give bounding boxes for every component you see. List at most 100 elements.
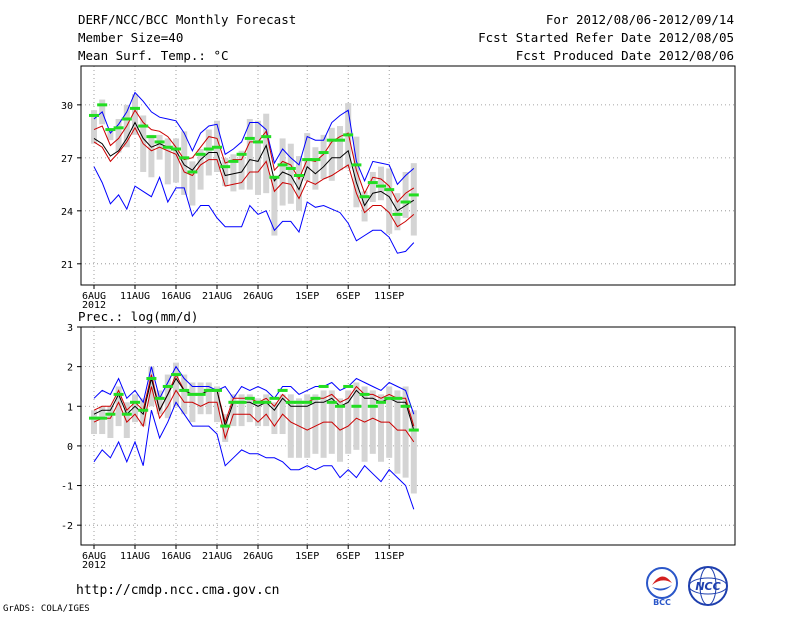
bcc-logo-text: BCC (653, 598, 671, 607)
range-box (238, 394, 245, 427)
range-box (320, 390, 327, 458)
range-box (287, 143, 294, 204)
range-box (410, 410, 417, 494)
range-box (394, 390, 401, 474)
range-box (320, 134, 327, 180)
range-box (107, 406, 114, 438)
x-tick-label: 6AUG (82, 291, 106, 302)
range-box (115, 386, 122, 427)
range-box (181, 131, 188, 195)
series-line-p10 (93, 386, 415, 443)
range-box (263, 394, 270, 427)
range-box (148, 134, 155, 178)
x-tick-label: 6SEP (336, 551, 360, 562)
range-box (312, 394, 319, 454)
range-box (361, 191, 368, 222)
forecast-period: For 2012/08/06-2012/09/14 (545, 12, 734, 27)
range-box (181, 374, 188, 415)
y-tick-label: 30 (61, 101, 73, 112)
range-box (369, 171, 376, 202)
x-tick-label: 26AUG (243, 291, 273, 302)
range-box (132, 394, 138, 423)
range-box (197, 149, 204, 190)
plot-frame (80, 65, 736, 286)
chart-title: DERF/NCC/BCC Monthly Forecast (78, 12, 297, 27)
range-box (99, 406, 106, 435)
range-box (255, 120, 261, 195)
y-tick-label: 21 (61, 260, 73, 271)
series-line-max (93, 365, 415, 415)
range-box (271, 402, 278, 435)
series-line-p10 (93, 126, 415, 228)
range-box (328, 127, 335, 181)
range-box (238, 150, 245, 190)
y-tick-label: 1 (67, 402, 73, 413)
range-box (91, 110, 97, 144)
range-box (255, 398, 261, 427)
range-box (173, 362, 179, 407)
x-tick-label: 1SEP (295, 291, 319, 302)
range-box (353, 136, 360, 208)
x-tick-label: 21AUG (202, 551, 232, 562)
range-box (394, 193, 401, 231)
range-box (123, 402, 130, 438)
x-tick-label: 11SEP (374, 551, 404, 562)
series-line-p90 (93, 373, 415, 427)
y-tick-label: -1 (61, 482, 73, 493)
range-box (222, 414, 229, 442)
x-tick-label: 16AUG (161, 291, 191, 302)
range-box (296, 398, 302, 458)
y-tick-label: -2 (61, 521, 73, 532)
range-box (402, 171, 409, 218)
series-line-max (93, 91, 415, 186)
produced-date: Fcst Produced Date 2012/08/06 (515, 48, 734, 63)
x-tick-label: 11AUG (120, 551, 150, 562)
series-line-min (93, 166, 415, 254)
footer-url[interactable]: http://cmdp.ncc.cma.gov.cn (76, 583, 280, 598)
y-tick-label: 0 (67, 442, 73, 453)
x-tick-year: 2012 (82, 300, 106, 311)
range-box (378, 394, 384, 462)
x-tick-label: 11AUG (120, 291, 150, 302)
range-box (287, 394, 294, 458)
y-tick-label: 27 (61, 154, 73, 165)
range-box (410, 163, 417, 236)
range-box (369, 390, 376, 454)
x-tick-label: 16AUG (161, 551, 191, 562)
range-box (378, 166, 384, 201)
range-box (246, 118, 253, 190)
x-tick-year: 2012 (82, 560, 106, 571)
range-box (345, 390, 352, 454)
member-size: Member Size=40 (78, 30, 184, 45)
x-tick-label: 1SEP (295, 551, 319, 562)
grads-credit: GrADS: COLA/IGES (3, 604, 90, 614)
range-box (230, 394, 237, 427)
x-tick-label: 11SEP (374, 291, 404, 302)
range-box (205, 382, 212, 415)
series-line-mean (93, 121, 415, 212)
range-box (189, 161, 196, 206)
ncc-logo: NCC (688, 566, 728, 606)
range-box (197, 382, 204, 415)
range-box (296, 156, 302, 211)
bcc-logo: BCC (646, 567, 678, 607)
range-box (361, 386, 368, 462)
started-date: Fcst Started Refer Date 2012/08/05 (478, 30, 734, 45)
ncc-logo-text: NCC (695, 580, 720, 593)
x-tick-label: 6AUG (82, 551, 106, 562)
series-line-min (93, 401, 415, 510)
y-tick-label: 24 (61, 207, 73, 218)
range-box (156, 390, 163, 415)
range-box (263, 113, 270, 194)
range-box (353, 382, 360, 450)
range-box (164, 374, 171, 419)
y-tick-label: 2 (67, 363, 73, 374)
range-box (91, 410, 97, 435)
range-box (271, 177, 278, 236)
precip-panel-title: Prec.: log(mm/d) (78, 309, 199, 324)
range-box (173, 138, 179, 183)
range-box (386, 168, 393, 234)
